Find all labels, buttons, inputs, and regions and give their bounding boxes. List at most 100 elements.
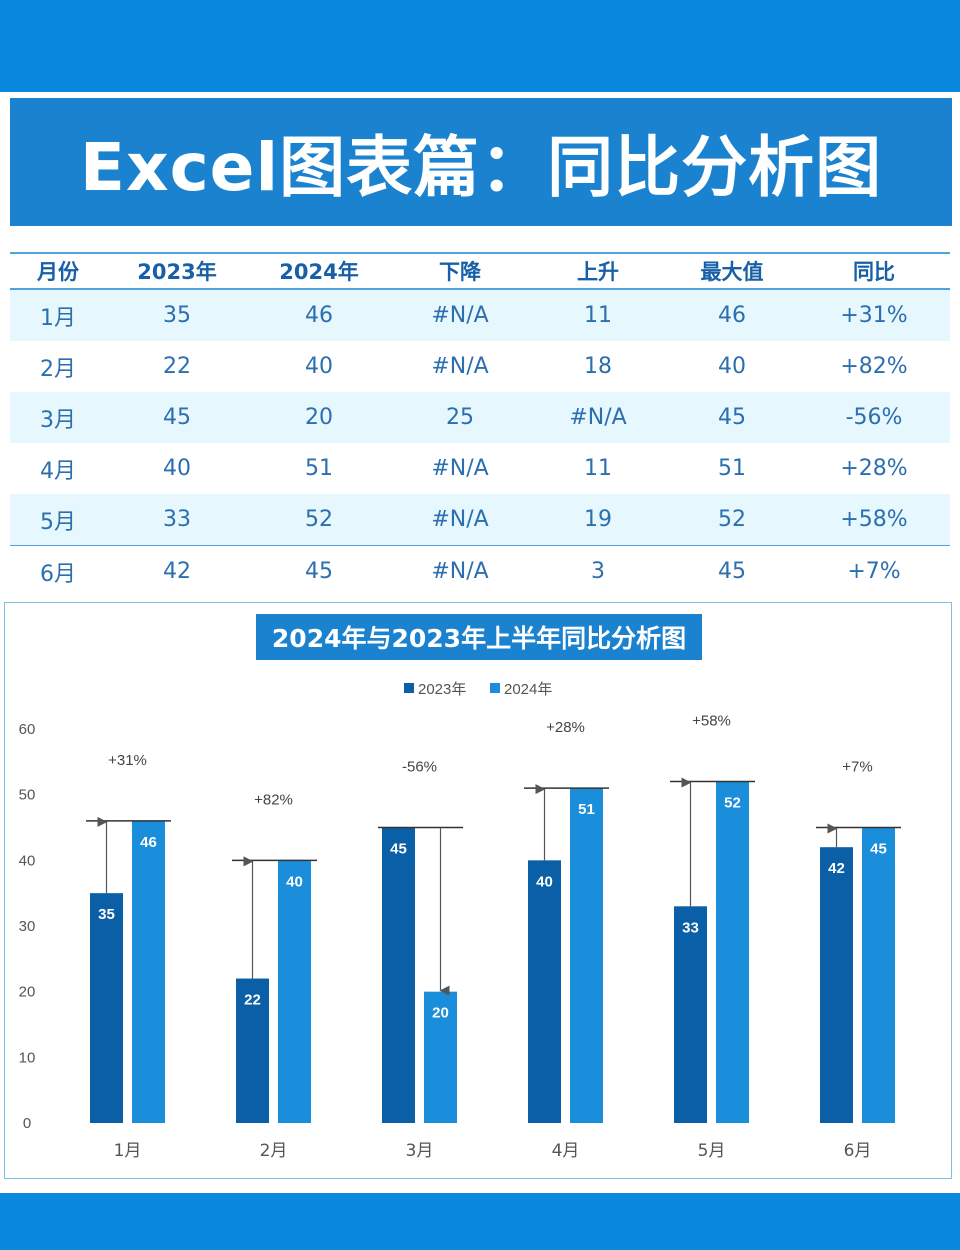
header-increase: 上升 xyxy=(530,252,666,290)
bar-2024 xyxy=(278,860,311,1123)
table-cell: 51 xyxy=(718,456,746,481)
table-cell: 4月 xyxy=(40,458,76,484)
chart-title: 2024年与2023年上半年同比分析图 xyxy=(271,624,687,653)
table-cell: 52 xyxy=(248,494,390,546)
table-cell: 18 xyxy=(584,354,612,379)
header-month: 月份 xyxy=(10,252,106,290)
y-tick-label: 60 xyxy=(19,721,36,738)
bar-2023 xyxy=(236,978,269,1123)
yoy-annotation: +58% xyxy=(692,713,731,730)
table-cell: #N/A xyxy=(431,456,489,481)
x-category-label: 3月 xyxy=(406,1141,434,1161)
x-category-label: 2月 xyxy=(260,1141,288,1161)
data-label-2024: 45 xyxy=(870,841,887,858)
table-cell: 6月 xyxy=(40,561,76,587)
table-cell: 45 xyxy=(305,559,333,584)
legend-label-2023: 2023年 xyxy=(418,681,466,698)
table-cell: 45 xyxy=(106,392,248,443)
header-yoy: 同比 xyxy=(798,252,950,290)
data-label-2024: 20 xyxy=(432,1005,449,1022)
table-cell: 46 xyxy=(666,289,798,341)
table-cell: +28% xyxy=(840,456,908,481)
bar-2024 xyxy=(424,991,457,1123)
yoy-annotation: +82% xyxy=(254,791,293,808)
table-cell: 1月 xyxy=(10,289,106,341)
header-2024: 2024年 xyxy=(248,252,390,290)
yoy-annotation: +31% xyxy=(108,752,147,769)
bar-2023 xyxy=(528,860,561,1123)
table-cell: #N/A xyxy=(530,392,666,443)
data-label-2023: 40 xyxy=(536,873,553,890)
table-cell: 35 xyxy=(106,289,248,341)
table-cell: 11 xyxy=(584,456,612,481)
table-row: 3月 45 20 25 #N/A 45 -56% xyxy=(10,392,950,443)
table-row: 2月 22 40 #N/A 18 40 +82% xyxy=(10,341,950,392)
data-label-2024: 40 xyxy=(286,873,303,890)
table-cell: 3月 xyxy=(10,392,106,443)
table-cell: #N/A xyxy=(431,354,489,379)
data-label-2024: 46 xyxy=(140,834,157,851)
table-row: 5月 33 52 #N/A 19 52 +58% xyxy=(10,494,950,546)
table-cell: -56% xyxy=(798,392,950,443)
table-row: 4月 40 51 #N/A 11 51 +28% xyxy=(10,443,950,494)
table-row: 1月 35 46 #N/A 11 46 +31% xyxy=(10,289,950,341)
table-cell: 40 xyxy=(718,354,746,379)
y-tick-label: 20 xyxy=(19,984,36,1001)
bar-2023 xyxy=(90,893,123,1123)
title-banner: Excel图表篇：同比分析图 xyxy=(10,98,952,226)
table-cell: 20 xyxy=(248,392,390,443)
data-label-2023: 33 xyxy=(682,919,699,936)
table-cell: #N/A xyxy=(390,289,530,341)
table-cell: 42 xyxy=(163,559,191,584)
x-category-label: 5月 xyxy=(698,1141,726,1161)
table-cell: 51 xyxy=(305,456,333,481)
table-cell: 2月 xyxy=(40,356,76,382)
data-label-2023: 22 xyxy=(244,992,261,1009)
table-cell: 19 xyxy=(530,494,666,546)
table-cell: 45 xyxy=(666,392,798,443)
bar-2024 xyxy=(570,788,603,1123)
table-cell: +7% xyxy=(847,559,901,584)
yoy-annotation: +28% xyxy=(546,719,585,736)
table-cell: 22 xyxy=(163,354,191,379)
table-cell: 52 xyxy=(666,494,798,546)
x-category-label: 6月 xyxy=(844,1141,872,1161)
top-color-band xyxy=(0,0,960,92)
table-header-row: 月份 2023年 2024年 下降 上升 最大值 同比 xyxy=(10,252,950,290)
y-tick-label: 10 xyxy=(19,1049,36,1066)
legend-label-2024: 2024年 xyxy=(504,681,552,698)
table-cell: 46 xyxy=(248,289,390,341)
table-cell: 40 xyxy=(163,456,191,481)
y-tick-label: 0 xyxy=(23,1115,31,1132)
y-tick-label: 30 xyxy=(19,918,36,935)
yoy-annotation: +7% xyxy=(842,759,872,776)
header-decrease: 下降 xyxy=(390,252,530,290)
bar-2023 xyxy=(382,827,415,1123)
header-max: 最大值 xyxy=(666,252,798,290)
yoy-annotation: -56% xyxy=(402,759,437,776)
header-2023: 2023年 xyxy=(106,252,248,290)
bar-2024 xyxy=(132,820,165,1123)
table-cell: +31% xyxy=(798,289,950,341)
table-row: 6月 42 45 #N/A 3 45 +7% xyxy=(10,546,950,598)
table-cell: 45 xyxy=(718,559,746,584)
table-cell: #N/A xyxy=(390,494,530,546)
data-label-2023: 42 xyxy=(828,860,845,877)
bar-2023 xyxy=(820,847,853,1123)
x-category-label: 1月 xyxy=(114,1141,142,1161)
table-cell: 40 xyxy=(305,354,333,379)
table-cell: 3 xyxy=(591,559,605,584)
x-category-label: 4月 xyxy=(552,1141,580,1161)
table-cell: 11 xyxy=(530,289,666,341)
bottom-color-band xyxy=(0,1193,960,1250)
table-cell: #N/A xyxy=(431,559,489,584)
table-cell: +82% xyxy=(840,354,908,379)
table-cell: +58% xyxy=(798,494,950,546)
bar-2023 xyxy=(674,906,707,1123)
data-table: 月份 2023年 2024年 下降 上升 最大值 同比 1月 35 46 #N/… xyxy=(10,252,950,597)
table-cell: 33 xyxy=(106,494,248,546)
data-label-2024: 51 xyxy=(578,801,595,818)
legend-swatch-2023 xyxy=(404,683,414,693)
legend-swatch-2024 xyxy=(490,683,500,693)
